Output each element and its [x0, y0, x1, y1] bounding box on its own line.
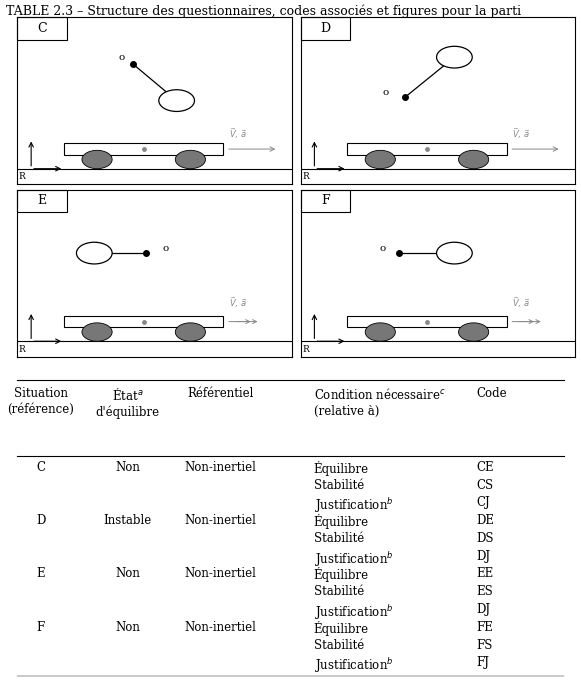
Bar [64, 316, 223, 327]
Text: CE: CE [476, 461, 494, 474]
Text: F: F [37, 621, 45, 634]
Text: Instable: Instable [103, 514, 152, 527]
Text: E: E [37, 567, 45, 580]
Text: Référentiel: Référentiel [188, 387, 254, 400]
Bar [64, 143, 223, 155]
Text: Stabilité: Stabilité [314, 638, 364, 651]
Text: R: R [19, 172, 26, 181]
Text: Justification$^{b}$: Justification$^{b}$ [314, 550, 393, 569]
Text: o: o [163, 243, 169, 252]
Text: Justification$^{b}$: Justification$^{b}$ [314, 603, 393, 622]
Bar [17, 17, 67, 40]
Text: Stabilité: Stabilité [314, 532, 364, 545]
Text: C: C [36, 461, 45, 474]
Text: Situation
(référence): Situation (référence) [7, 387, 74, 415]
Bar [347, 143, 507, 155]
Text: D: D [36, 514, 45, 527]
Text: C: C [37, 22, 47, 35]
Text: E: E [38, 194, 46, 207]
Text: DS: DS [476, 532, 494, 545]
Text: o: o [383, 88, 389, 97]
Text: $\vec{V}$, $\vec{a}$: $\vec{V}$, $\vec{a}$ [229, 295, 247, 310]
Circle shape [365, 323, 396, 341]
Text: Équilibre: Équilibre [314, 567, 369, 582]
Circle shape [175, 150, 206, 168]
Text: Équilibre: Équilibre [314, 461, 369, 476]
Text: Non-inertiel: Non-inertiel [185, 461, 257, 474]
Text: CJ: CJ [476, 496, 490, 509]
Text: Non-inertiel: Non-inertiel [185, 567, 257, 580]
Bar [301, 17, 350, 40]
Text: $\vec{V}$, $\vec{a}$: $\vec{V}$, $\vec{a}$ [229, 126, 247, 140]
Text: R: R [19, 344, 26, 353]
Text: Condition nécessaire$^{c}$
(relative à): Condition nécessaire$^{c}$ (relative à) [314, 387, 446, 417]
Bar [17, 190, 67, 212]
Circle shape [175, 323, 206, 341]
Circle shape [159, 90, 195, 111]
Text: CS: CS [476, 479, 493, 492]
Text: EE: EE [476, 567, 494, 580]
Text: $\vec{V}$, $\vec{a}$: $\vec{V}$, $\vec{a}$ [512, 126, 530, 140]
Text: R: R [302, 172, 309, 181]
Text: Non: Non [116, 567, 140, 580]
Text: FS: FS [476, 638, 493, 651]
Circle shape [436, 242, 472, 264]
Text: Justification$^{b}$: Justification$^{b}$ [314, 656, 393, 675]
Text: Code: Code [476, 387, 507, 400]
Text: Justification$^{b}$: Justification$^{b}$ [314, 496, 393, 515]
Text: o: o [380, 243, 386, 252]
Circle shape [458, 150, 489, 168]
Text: D: D [320, 22, 331, 35]
Text: DE: DE [476, 514, 494, 527]
Text: Équilibre: Équilibre [314, 514, 369, 529]
Text: FE: FE [476, 621, 493, 634]
Text: ES: ES [476, 585, 493, 598]
Circle shape [365, 150, 396, 168]
Text: $\vec{V}$, $\vec{a}$: $\vec{V}$, $\vec{a}$ [512, 295, 530, 310]
Text: Non: Non [116, 621, 140, 634]
Text: F: F [321, 194, 329, 207]
Text: DJ: DJ [476, 550, 490, 563]
Text: Non-inertiel: Non-inertiel [185, 621, 257, 634]
Circle shape [82, 150, 112, 168]
Text: o: o [119, 53, 125, 61]
Text: TABLE 2.3 – Structure des questionnaires, codes associés et figures pour la part: TABLE 2.3 – Structure des questionnaires… [6, 5, 521, 18]
Circle shape [77, 242, 112, 264]
Text: FJ: FJ [476, 656, 489, 670]
Text: R: R [302, 344, 309, 353]
Text: Non: Non [116, 461, 140, 474]
Text: DJ: DJ [476, 603, 490, 616]
Text: Stabilité: Stabilité [314, 585, 364, 598]
Text: Stabilité: Stabilité [314, 479, 364, 492]
Bar [301, 190, 350, 212]
Circle shape [458, 323, 489, 341]
Text: Non-inertiel: Non-inertiel [185, 514, 257, 527]
Bar [347, 316, 507, 327]
Circle shape [436, 46, 472, 68]
Circle shape [82, 323, 112, 341]
Text: État$^{a}$
d'équilibre: État$^{a}$ d'équilibre [96, 387, 160, 419]
Text: Équilibre: Équilibre [314, 621, 369, 636]
